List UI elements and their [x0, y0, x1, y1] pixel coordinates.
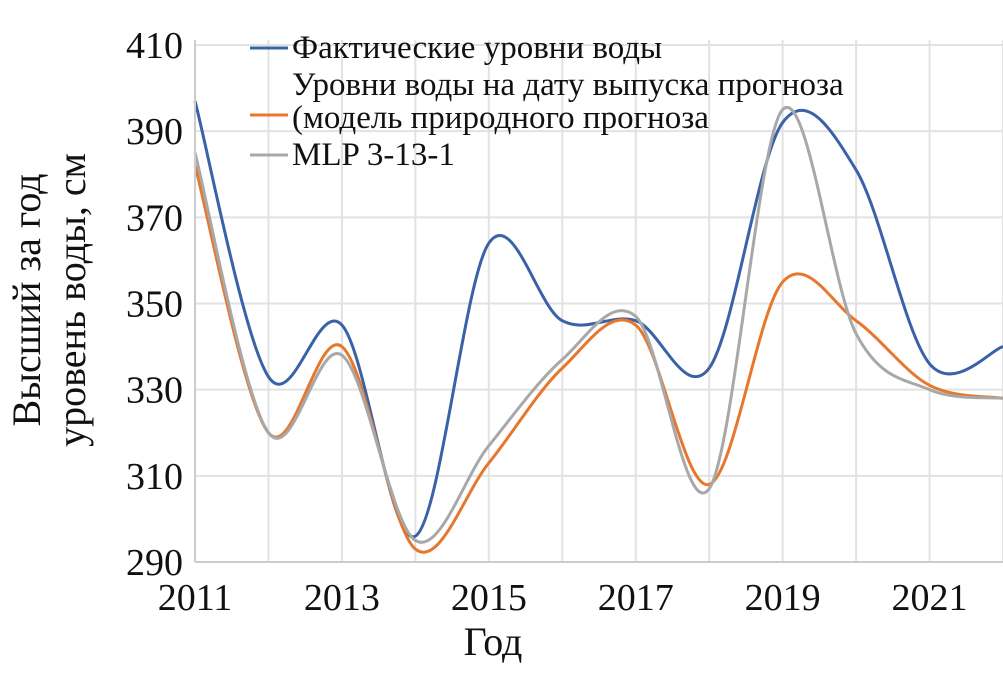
y-tick-label: 350 — [126, 284, 183, 326]
y-tick-label: 370 — [126, 197, 183, 239]
y-axis-label-line1: Высший за год — [4, 173, 49, 426]
legend-label-3: MLP 3-13-1 — [292, 137, 455, 173]
y-tick-label: 290 — [126, 542, 183, 584]
series-line-2 — [193, 165, 1003, 554]
y-tick-label: 390 — [126, 111, 183, 153]
x-tick-label: 2019 — [745, 577, 821, 619]
series-line-3 — [193, 105, 1003, 544]
y-axis-label-line2: уровень воды, см — [49, 153, 94, 447]
x-tick-label: 2015 — [451, 577, 527, 619]
y-tick-label: 310 — [126, 456, 183, 498]
y-tick-label: 330 — [126, 370, 183, 412]
y-tick-label: 410 — [126, 25, 183, 67]
series-line-1 — [193, 100, 1003, 538]
x-tick-label: 2017 — [598, 577, 674, 619]
legend-label-2: (модель природного прогноза — [292, 100, 709, 136]
legend-label-1: Фактические уровни воды — [292, 30, 662, 66]
x-tick-label: 2011 — [158, 577, 233, 619]
x-tick-label: 2021 — [892, 577, 968, 619]
legend-label-2: Уровни воды на дату выпуска прогноза — [292, 67, 844, 103]
x-axis-label: Год — [464, 619, 523, 664]
x-tick-label: 2013 — [304, 577, 380, 619]
